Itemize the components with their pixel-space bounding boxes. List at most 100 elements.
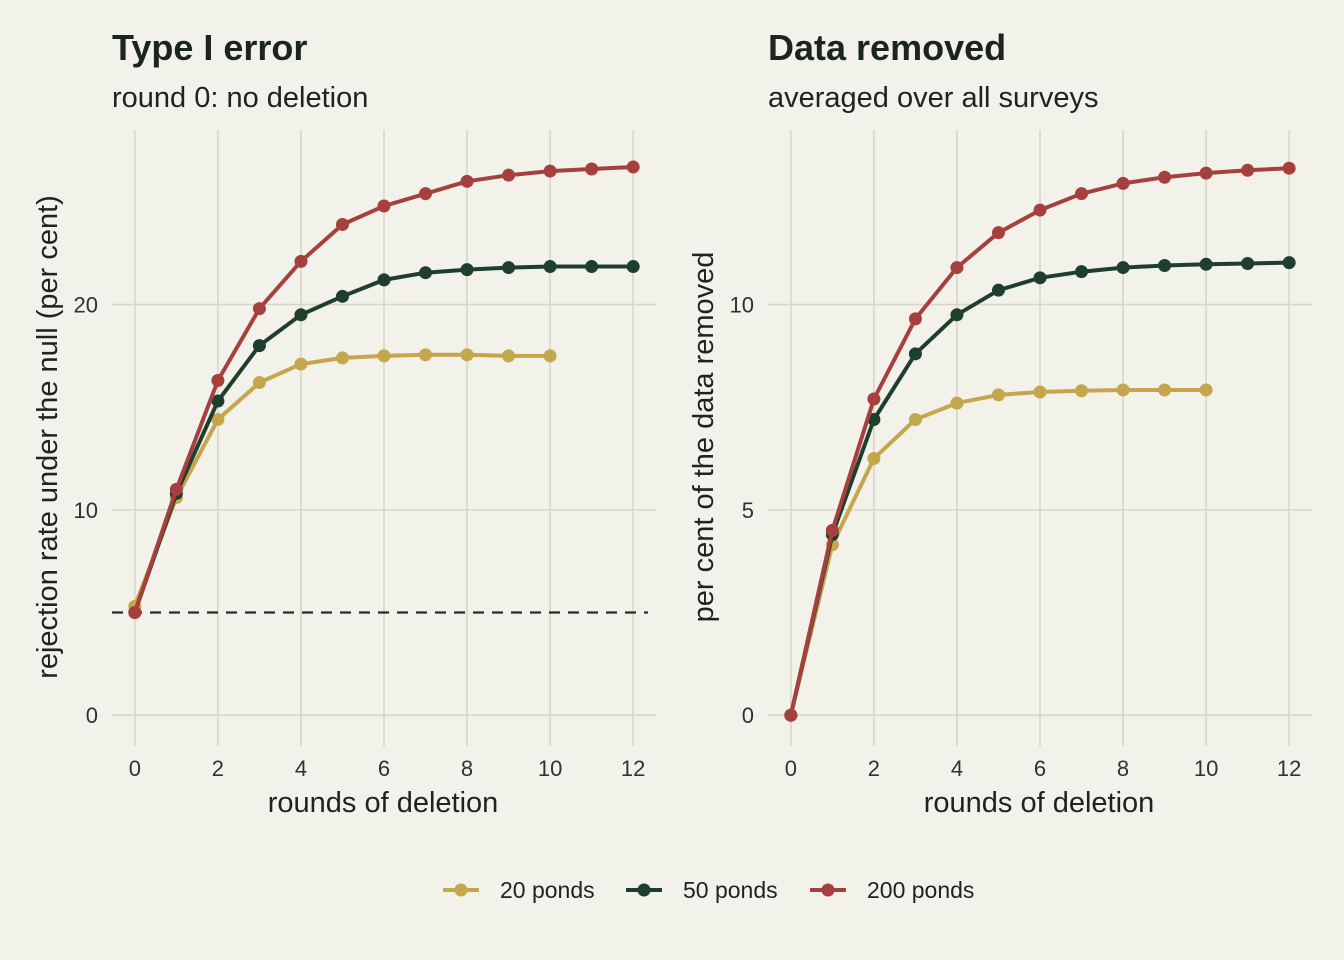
x-ticks: 0 2 4 6 8 10 12 <box>129 756 646 781</box>
data-point <box>991 283 1005 297</box>
legend-item-200-ponds: 200 ponds <box>810 877 974 903</box>
chart-panel-type-i-error: Type I error round 0: no deletion 0 2 4 6 8 1… <box>32 27 656 819</box>
data-point <box>585 162 599 176</box>
data-point <box>1282 256 1296 270</box>
x-tick-label: 2 <box>212 756 224 781</box>
series-200-ponds <box>784 161 1296 722</box>
data-point <box>543 349 557 363</box>
x-tick-label: 10 <box>538 756 562 781</box>
x-tick-label: 12 <box>621 756 645 781</box>
y-ticks: 0 5 10 <box>730 293 754 729</box>
y-ticks: 0 10 20 <box>74 293 98 729</box>
data-point <box>626 160 640 174</box>
data-point <box>335 351 349 365</box>
legend: 20 ponds 50 ponds 200 ponds <box>443 877 974 903</box>
data-point <box>1199 257 1213 271</box>
data-point <box>1075 384 1089 398</box>
x-axis-title: rounds of deletion <box>924 787 1155 819</box>
data-point <box>1033 385 1047 399</box>
data-point <box>211 374 225 388</box>
plot-area: 0 2 4 6 8 10 12 0 5 10 <box>730 130 1312 781</box>
x-tick-label: 6 <box>378 756 390 781</box>
data-point <box>252 302 266 316</box>
chart-panel-data-removed: Data removed averaged over all surveys 0… <box>688 27 1312 819</box>
data-point <box>1033 271 1047 285</box>
x-tick-label: 10 <box>1194 756 1218 781</box>
legend-swatch-point <box>454 883 468 897</box>
data-point <box>377 273 391 287</box>
y-tick-label: 0 <box>86 703 98 728</box>
data-point <box>1075 265 1089 279</box>
data-point <box>1158 259 1172 273</box>
data-point <box>377 349 391 363</box>
data-point <box>825 523 839 537</box>
data-point <box>419 266 433 280</box>
series-group <box>784 161 1296 722</box>
data-point <box>784 708 798 722</box>
series-group <box>128 160 640 620</box>
data-point <box>1282 161 1296 175</box>
series-line <box>132 352 551 608</box>
data-point <box>1199 383 1213 397</box>
chart-subtitle: averaged over all surveys <box>768 82 1098 114</box>
legend-swatch-point <box>821 883 835 897</box>
data-point <box>543 164 557 178</box>
data-point <box>335 289 349 303</box>
legend-swatch-point <box>637 883 651 897</box>
y-tick-label: 0 <box>742 703 754 728</box>
legend-item-50-ponds: 50 ponds <box>626 877 778 903</box>
x-tick-label: 8 <box>1117 756 1129 781</box>
x-tick-label: 4 <box>295 756 307 781</box>
data-point <box>867 413 881 427</box>
x-tick-label: 0 <box>785 756 797 781</box>
data-point <box>1116 176 1130 190</box>
data-point <box>502 349 516 363</box>
data-point <box>419 348 433 362</box>
data-point <box>211 394 225 408</box>
series-20-ponds <box>784 383 1213 722</box>
data-point <box>867 452 881 466</box>
grid <box>768 130 1312 746</box>
data-point <box>294 308 308 322</box>
data-point <box>128 606 142 620</box>
y-tick-label: 20 <box>74 293 98 318</box>
chart-title: Type I error <box>112 27 307 68</box>
data-point <box>1033 203 1047 217</box>
x-tick-label: 12 <box>1277 756 1301 781</box>
x-tick-label: 4 <box>951 756 963 781</box>
plot-area: 0 2 4 6 8 10 12 0 10 20 <box>74 130 656 781</box>
y-axis-title: rejection rate under the null (per cent) <box>32 195 64 679</box>
data-point <box>543 260 557 274</box>
series-50-ponds <box>128 260 640 620</box>
data-point <box>626 260 640 274</box>
data-point <box>867 392 881 406</box>
data-point <box>502 261 516 275</box>
data-point <box>991 388 1005 402</box>
data-point <box>1241 163 1255 177</box>
series-50-ponds <box>784 256 1296 722</box>
series-line <box>788 388 1207 716</box>
x-axis-title: rounds of deletion <box>268 787 499 819</box>
chart-subtitle: round 0: no deletion <box>112 82 368 114</box>
x-tick-label: 0 <box>129 756 141 781</box>
y-tick-label: 10 <box>730 293 754 318</box>
data-point <box>252 376 266 390</box>
data-point <box>908 312 922 326</box>
x-tick-label: 8 <box>461 756 473 781</box>
data-point <box>585 260 599 274</box>
data-point <box>1116 261 1130 275</box>
data-point <box>252 339 266 353</box>
data-point <box>502 168 516 182</box>
chart-title: Data removed <box>768 27 1006 68</box>
data-point <box>294 357 308 371</box>
y-axis-title: per cent of the data removed <box>688 252 720 623</box>
data-point <box>1241 256 1255 270</box>
data-point <box>419 187 433 201</box>
data-point <box>950 396 964 410</box>
series-20-ponds <box>128 348 557 613</box>
data-point <box>991 226 1005 240</box>
data-point <box>377 199 391 213</box>
legend-label: 50 ponds <box>683 877 778 903</box>
data-point <box>169 482 183 496</box>
